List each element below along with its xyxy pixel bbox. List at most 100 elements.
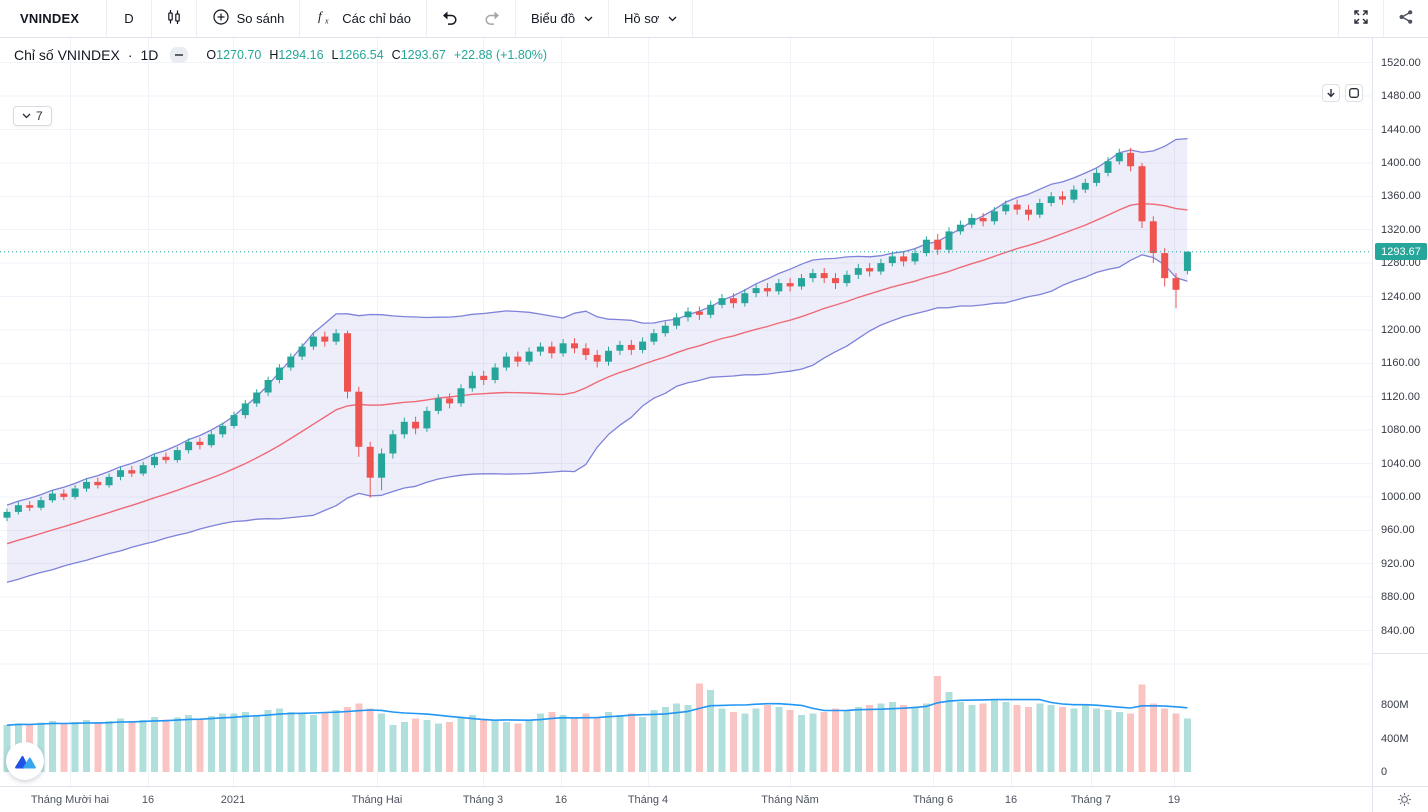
price-tick-label: 1000.00 <box>1381 490 1421 503</box>
interval-label: D <box>124 11 134 26</box>
price-tick-label: 1440.00 <box>1381 123 1421 136</box>
compare-plus-icon <box>212 8 230 29</box>
chevron-down-icon <box>22 113 31 119</box>
legend-separator: · <box>127 47 133 63</box>
axis-divider <box>1373 653 1428 654</box>
price-tick-label: 1320.00 <box>1381 223 1421 236</box>
chart-menu-button[interactable]: Biểu đồ <box>516 0 608 37</box>
ohlc-values: O1270.70 H1294.16 L1266.54 C1293.67 +22.… <box>206 48 547 62</box>
candlestick-style-icon <box>165 8 183 29</box>
time-tick-label: Tháng Năm <box>761 793 819 806</box>
price-tick-label: 1160.00 <box>1381 357 1420 370</box>
legend-interval: 1D <box>140 47 159 63</box>
chart-canvas[interactable] <box>0 38 1372 786</box>
maximize-pane-button[interactable] <box>1345 84 1363 102</box>
maximize-icon <box>1349 88 1359 98</box>
toolbar-separator <box>1383 0 1384 37</box>
toolbar-separator <box>150 0 152 37</box>
redo-icon <box>484 8 502 29</box>
low-value: L1266.54 <box>331 48 384 62</box>
close-value: C1293.67 <box>391 48 446 62</box>
toolbar-separator <box>1338 0 1339 37</box>
go-to-realtime-button[interactable] <box>1322 84 1340 102</box>
minus-icon <box>175 54 184 56</box>
time-tick-label: Tháng 3 <box>462 793 504 806</box>
svg-text:x: x <box>324 17 329 26</box>
price-tick-label: 920.00 <box>1381 557 1415 570</box>
legend-collapse-badge[interactable]: 7 <box>13 106 52 126</box>
price-tick-label: 1280.00 <box>1381 257 1421 270</box>
svg-text:f: f <box>318 9 324 24</box>
chevron-down-icon <box>584 16 593 21</box>
toolbar-separator <box>195 0 197 37</box>
settings-gear-icon[interactable] <box>1397 792 1412 810</box>
chart-menu-label: Biểu đồ <box>530 11 576 26</box>
compare-label: So sánh <box>236 11 285 26</box>
fullscreen-button[interactable] <box>1339 0 1383 37</box>
chart-style-button[interactable] <box>152 0 196 37</box>
price-tick-label: 1520.00 <box>1381 56 1421 69</box>
time-tick-label: 16 <box>141 793 155 806</box>
time-tick-label: Tháng Mười hai <box>30 793 110 806</box>
share-button[interactable] <box>1384 0 1428 37</box>
price-tick-label: 960.00 <box>1381 524 1415 537</box>
indicators-button[interactable]: f x Các chỉ báo <box>300 0 426 37</box>
collapse-count: 7 <box>36 109 43 123</box>
open-value: O1270.70 <box>206 48 262 62</box>
price-axis[interactable]: 1520.00 1480.00 1440.00 1400.00 1360.00 1320.… <box>1372 38 1428 786</box>
price-tick-label: 1360.00 <box>1381 190 1421 203</box>
time-tick-label: Tháng 7 <box>1070 793 1112 806</box>
time-tick-label: Tháng Hai <box>351 793 403 806</box>
profile-menu-label: Hồ sơ <box>624 11 660 26</box>
time-tick-label: Tháng 6 <box>912 793 954 806</box>
toolbar-separator <box>425 0 427 37</box>
profile-menu-button[interactable]: Hồ sơ <box>609 0 692 37</box>
toolbar-separator <box>514 0 516 37</box>
toolbar-separator <box>299 0 301 37</box>
volume-tick-label: 0 <box>1381 766 1388 778</box>
interval-button[interactable]: D <box>107 0 150 37</box>
symbol-button[interactable]: VNINDEX <box>0 0 106 37</box>
redo-button[interactable] <box>471 0 515 37</box>
time-tick-label: 19 <box>1167 793 1181 806</box>
high-value: H1294.16 <box>269 48 324 62</box>
fx-indicators-icon: f x <box>315 8 335 29</box>
last-price-badge: 1293.67 <box>1375 243 1427 261</box>
time-tick-label: 16 <box>1004 793 1018 806</box>
price-tick-label: 1080.00 <box>1381 424 1421 437</box>
time-tick-label: Tháng 4 <box>627 793 669 806</box>
tradingview-mountains-icon <box>15 755 36 769</box>
fullscreen-icon <box>1352 8 1370 29</box>
symbol-label: VNINDEX <box>20 11 80 26</box>
compare-button[interactable]: So sánh <box>197 0 300 37</box>
time-axis[interactable]: Tháng Mười hai 16 2021 Tháng Hai Tháng 3 16 Th… <box>0 786 1428 812</box>
share-icon <box>1397 8 1415 29</box>
price-tick-label: 1400.00 <box>1381 156 1421 169</box>
price-tick-label: 1200.00 <box>1381 323 1421 336</box>
chart-pane: Chỉ số VNINDEX · 1D O1270.70 H1294.16 L1… <box>0 38 1372 786</box>
time-tick-label: 2021 <box>220 793 246 806</box>
price-tick-label: 1040.00 <box>1381 457 1421 470</box>
toolbar-separator <box>608 0 610 37</box>
toolbar-spacer <box>693 0 1338 37</box>
time-tick-label: 16 <box>554 793 568 806</box>
change-value: +22.88 (+1.80%) <box>453 48 548 62</box>
indicators-label: Các chỉ báo <box>342 11 411 26</box>
undo-icon <box>440 8 458 29</box>
toolbar-separator <box>692 0 694 37</box>
price-tick-label: 880.00 <box>1381 591 1415 604</box>
chevron-down-icon <box>668 16 677 21</box>
undo-button[interactable] <box>427 0 471 37</box>
arrow-down-icon <box>1327 89 1335 98</box>
price-tick-label: 840.00 <box>1381 624 1415 637</box>
toolbar-separator <box>106 0 108 37</box>
volume-tick-label: 400M <box>1381 732 1409 745</box>
price-tick-label: 1120.00 <box>1381 390 1420 403</box>
top-toolbar: VNINDEX D So sánh <box>0 0 1428 38</box>
price-tick-label: 1480.00 <box>1381 90 1421 103</box>
axis-corner-separator <box>1372 787 1373 812</box>
tradingview-logo[interactable] <box>6 742 44 780</box>
price-tick-label: 1240.00 <box>1381 290 1421 303</box>
legend-hide-button[interactable] <box>170 47 189 63</box>
